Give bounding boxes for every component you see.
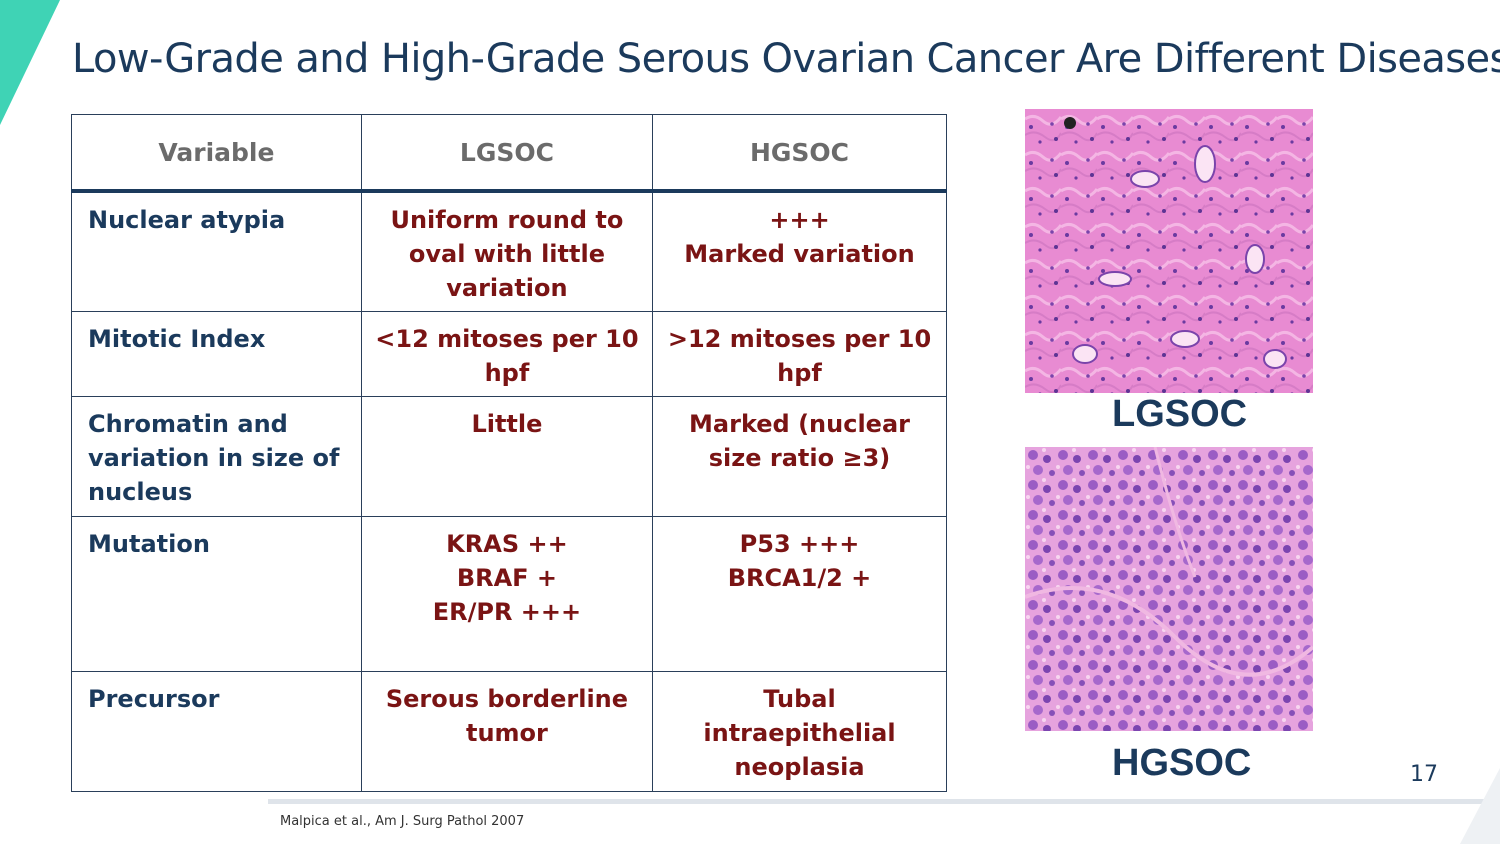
header-hgsoc: HGSOC xyxy=(652,114,947,193)
lgsoc-histology-image xyxy=(1025,109,1313,393)
row-variable: Nuclear atypia xyxy=(71,190,362,312)
row-variable: Mitotic Index xyxy=(71,310,362,397)
comparison-table: Variable LGSOC HGSOC Nuclear atypia Unif… xyxy=(71,114,947,792)
row-variable: Precursor xyxy=(71,670,362,792)
row-hgsoc-value: >12 mitoses per 10 hpf xyxy=(652,310,947,397)
corner-accent-shape xyxy=(0,0,60,125)
table-row: Precursor Serous borderline tumor Tubal … xyxy=(71,670,947,792)
citation: Malpica et al., Am J. Surg Pathol 2007 xyxy=(280,814,525,829)
row-lgsoc-value: <12 mitoses per 10 hpf xyxy=(360,310,654,397)
row-lgsoc-value: Little xyxy=(360,395,654,517)
row-variable: Mutation xyxy=(71,515,362,672)
table-row: Chromatin and variation in size of nucle… xyxy=(71,395,947,517)
header-variable: Variable xyxy=(71,114,362,193)
row-hgsoc-value: +++ Marked variation xyxy=(652,190,947,312)
footer-divider xyxy=(268,799,1500,804)
hgsoc-histology-image xyxy=(1025,447,1313,731)
table-header-row: Variable LGSOC HGSOC xyxy=(71,114,947,193)
hgsoc-image-caption: HGSOC xyxy=(1112,742,1252,784)
lgsoc-image-caption: LGSOC xyxy=(1112,393,1248,435)
row-lgsoc-value: KRAS ++ BRAF + ER/PR +++ xyxy=(360,515,654,672)
row-variable: Chromatin and variation in size of nucle… xyxy=(71,395,362,517)
row-hgsoc-value: Marked (nuclear size ratio ≥3) xyxy=(652,395,947,517)
header-lgsoc: LGSOC xyxy=(360,114,654,193)
table-row: Mutation KRAS ++ BRAF + ER/PR +++ P53 ++… xyxy=(71,515,947,672)
table-row: Mitotic Index <12 mitoses per 10 hpf >12… xyxy=(71,310,947,397)
row-lgsoc-value: Serous borderline tumor xyxy=(360,670,654,792)
row-hgsoc-value: P53 +++ BRCA1/2 + xyxy=(652,515,947,672)
slide-title: Low-Grade and High-Grade Serous Ovarian … xyxy=(72,36,1500,82)
row-hgsoc-value: Tubal intraepithelial neoplasia xyxy=(652,670,947,792)
page-number: 17 xyxy=(1410,762,1438,787)
footer-accent-shape xyxy=(1460,768,1500,844)
row-lgsoc-value: Uniform round to oval with little variat… xyxy=(360,190,654,312)
table-row: Nuclear atypia Uniform round to oval wit… xyxy=(71,190,947,312)
